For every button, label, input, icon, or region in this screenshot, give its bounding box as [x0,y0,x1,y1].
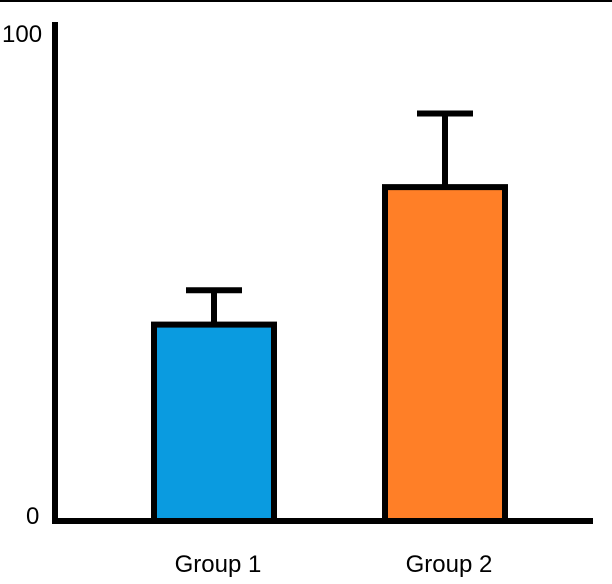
error-bars-layer [186,110,473,325]
bar-1 [151,321,277,524]
y-tick-label-max: 100 [2,21,42,48]
bar-2 [382,184,508,524]
top-border-line [0,0,612,2]
category-label-2: Group 2 [406,551,493,578]
y-tick-label-min: 0 [26,503,39,530]
bars-layer [151,184,508,524]
category-label-1: Group 1 [175,551,262,578]
category-labels-layer: Group 1 Group 2 [175,551,493,578]
